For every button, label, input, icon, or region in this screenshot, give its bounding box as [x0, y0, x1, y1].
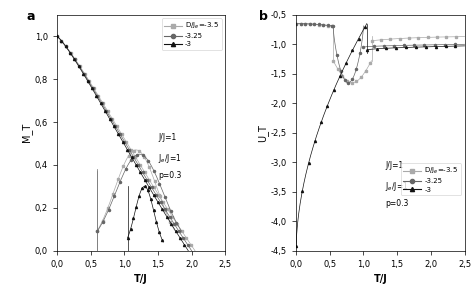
Y-axis label: M_T: M_T: [21, 123, 32, 142]
Text: b: b: [259, 10, 268, 23]
Legend: D/J$_e$=-3.5, -3.25, -3: D/J$_e$=-3.5, -3.25, -3: [401, 163, 461, 195]
Text: p=0.3: p=0.3: [158, 171, 182, 180]
Text: J/J=1: J/J=1: [158, 133, 176, 142]
Text: J/J=1: J/J=1: [385, 161, 403, 170]
Legend: D/J$_e$=-3.5, -3.25, -3: D/J$_e$=-3.5, -3.25, -3: [162, 18, 222, 50]
X-axis label: T/J: T/J: [134, 274, 148, 284]
Text: a: a: [27, 10, 35, 23]
Text: J$_e$/J=1: J$_e$/J=1: [158, 152, 182, 165]
Y-axis label: U_T: U_T: [257, 124, 268, 142]
Text: J$_e$/J=1: J$_e$/J=1: [385, 180, 409, 193]
Text: p=0.3: p=0.3: [385, 199, 409, 208]
X-axis label: T/J: T/J: [374, 274, 387, 284]
